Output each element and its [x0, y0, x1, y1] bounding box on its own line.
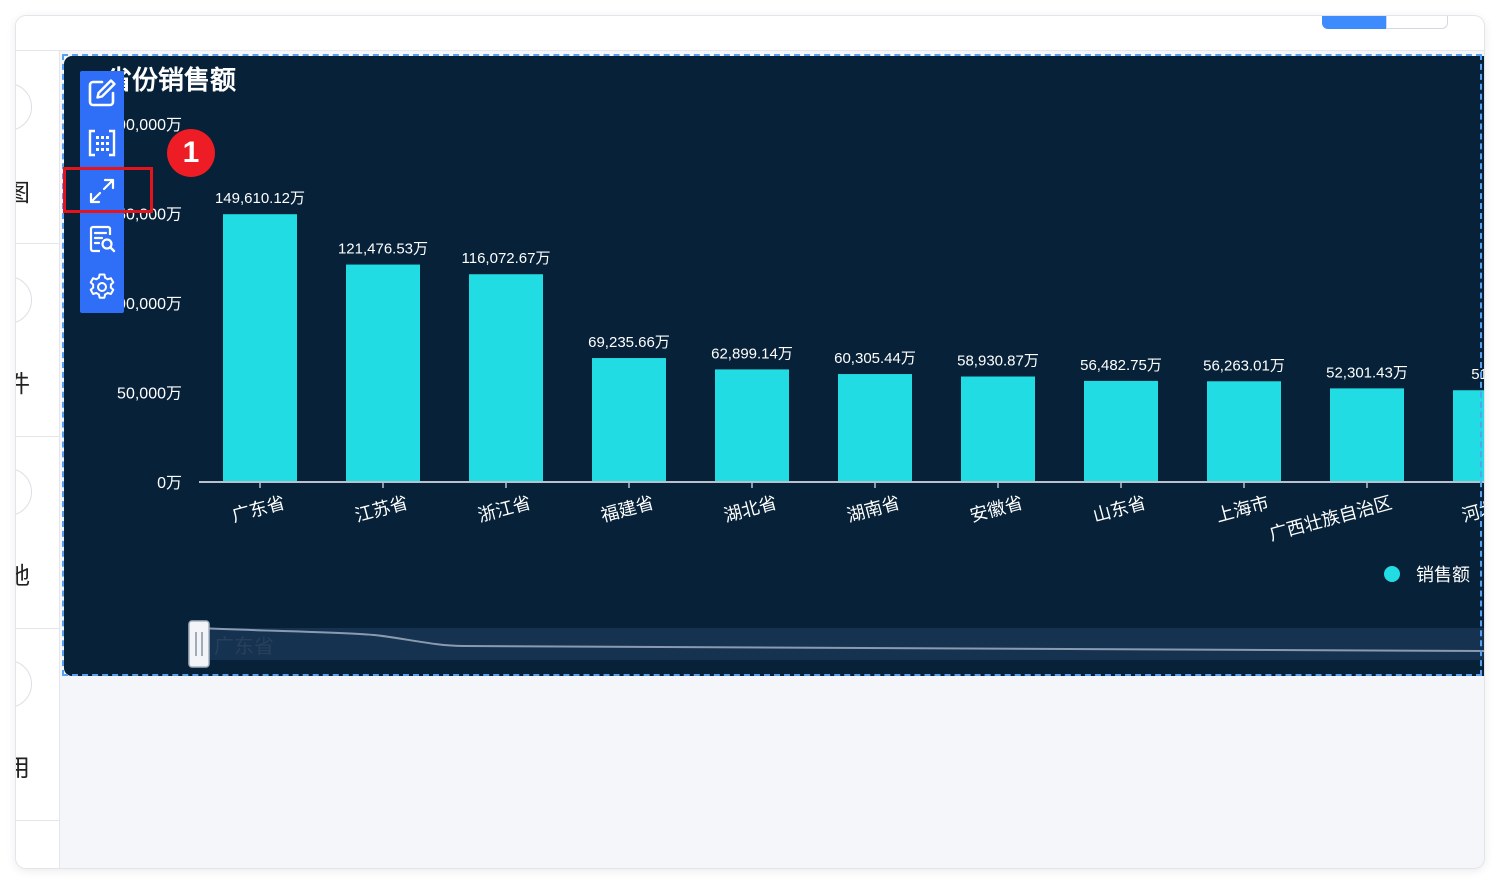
topbar-tab-active[interactable]: [1322, 16, 1386, 29]
y-tick-label: 50,000万: [117, 386, 182, 403]
highlight-box: [63, 167, 153, 213]
bar[interactable]: [1330, 388, 1404, 482]
sidebar-item-icon: [16, 468, 32, 516]
view-data-button[interactable]: [86, 223, 118, 255]
expand-icon: [89, 178, 115, 204]
sidebar-item-icon: [16, 660, 32, 708]
settings-button[interactable]: [86, 271, 118, 303]
bar[interactable]: [223, 214, 297, 483]
slider-track[interactable]: [199, 628, 1484, 660]
y-tick-label: 100,000万: [108, 296, 182, 313]
sidebar-item-map[interactable]: 地: [16, 436, 59, 629]
sidebar-item-label: 图: [16, 173, 30, 208]
legend-marker[interactable]: [1384, 566, 1400, 582]
bar[interactable]: [346, 264, 420, 482]
bar[interactable]: [469, 274, 543, 482]
y-tick-label: 0万: [157, 475, 182, 492]
fullscreen-button[interactable]: [86, 175, 118, 207]
bar-value-label: 69,235.66万: [588, 334, 670, 351]
bar-value-label: 52,301.43万: [1326, 364, 1408, 381]
slider-handle[interactable]: [188, 620, 210, 668]
bar[interactable]: [961, 376, 1035, 482]
sidebar-item-icon: [16, 276, 32, 324]
bar-value-label: 56,263.01万: [1203, 357, 1285, 374]
sidebar-item-label: 件: [16, 364, 30, 399]
top-bar: [16, 16, 1484, 51]
legend-label[interactable]: 销售额: [1416, 565, 1470, 586]
edit-icon: [88, 79, 116, 107]
sidebar-item-label: 用: [16, 748, 30, 783]
gear-icon: [89, 273, 115, 299]
bar-value-label: 56,482.75万: [1080, 357, 1162, 374]
sidebar-item-icon: [16, 83, 32, 131]
bar-value-label: 149,610.12万: [215, 190, 305, 207]
y-tick-label: 200,000万: [108, 117, 182, 134]
sidebar-item-app[interactable]: 用: [16, 628, 59, 821]
bar-value-label: 116,072.67万: [462, 250, 551, 267]
slider-preview-line: [198, 627, 1484, 652]
slider-label: 广东省: [214, 634, 274, 658]
grid-button[interactable]: [86, 127, 118, 159]
selection-outline: [62, 54, 1482, 676]
chart-title: 省份销售额: [106, 66, 237, 96]
chart-panel[interactable]: 0万 50,000万 100,000万 150,000万 200,000万 149,61…: [64, 56, 1484, 676]
sidebar-item-component[interactable]: 件: [16, 244, 59, 437]
sidebar-item-chart[interactable]: 图: [16, 51, 59, 244]
topbar-tab[interactable]: [1386, 16, 1448, 29]
bar[interactable]: [1453, 390, 1484, 482]
bar[interactable]: [1084, 380, 1158, 482]
search-document-icon: [89, 225, 116, 253]
panel-toolbar: [80, 71, 124, 313]
bar-value-label: 62,899.14万: [711, 345, 793, 362]
bar[interactable]: [838, 374, 912, 482]
bar[interactable]: [592, 358, 666, 482]
bar-value-label: 121,476.53万: [338, 241, 428, 258]
step-badge: 1: [167, 129, 215, 177]
sidebar-item-label: 地: [16, 556, 30, 591]
bar[interactable]: [715, 369, 789, 482]
edit-button[interactable]: [86, 77, 118, 109]
grid-icon: [88, 129, 116, 157]
bar-value-label: 58,930.87万: [957, 353, 1039, 370]
bar[interactable]: [1207, 381, 1281, 482]
sidebar: 图 件 地 用: [16, 51, 60, 868]
bar-value-label: 60,305.44万: [834, 350, 916, 367]
